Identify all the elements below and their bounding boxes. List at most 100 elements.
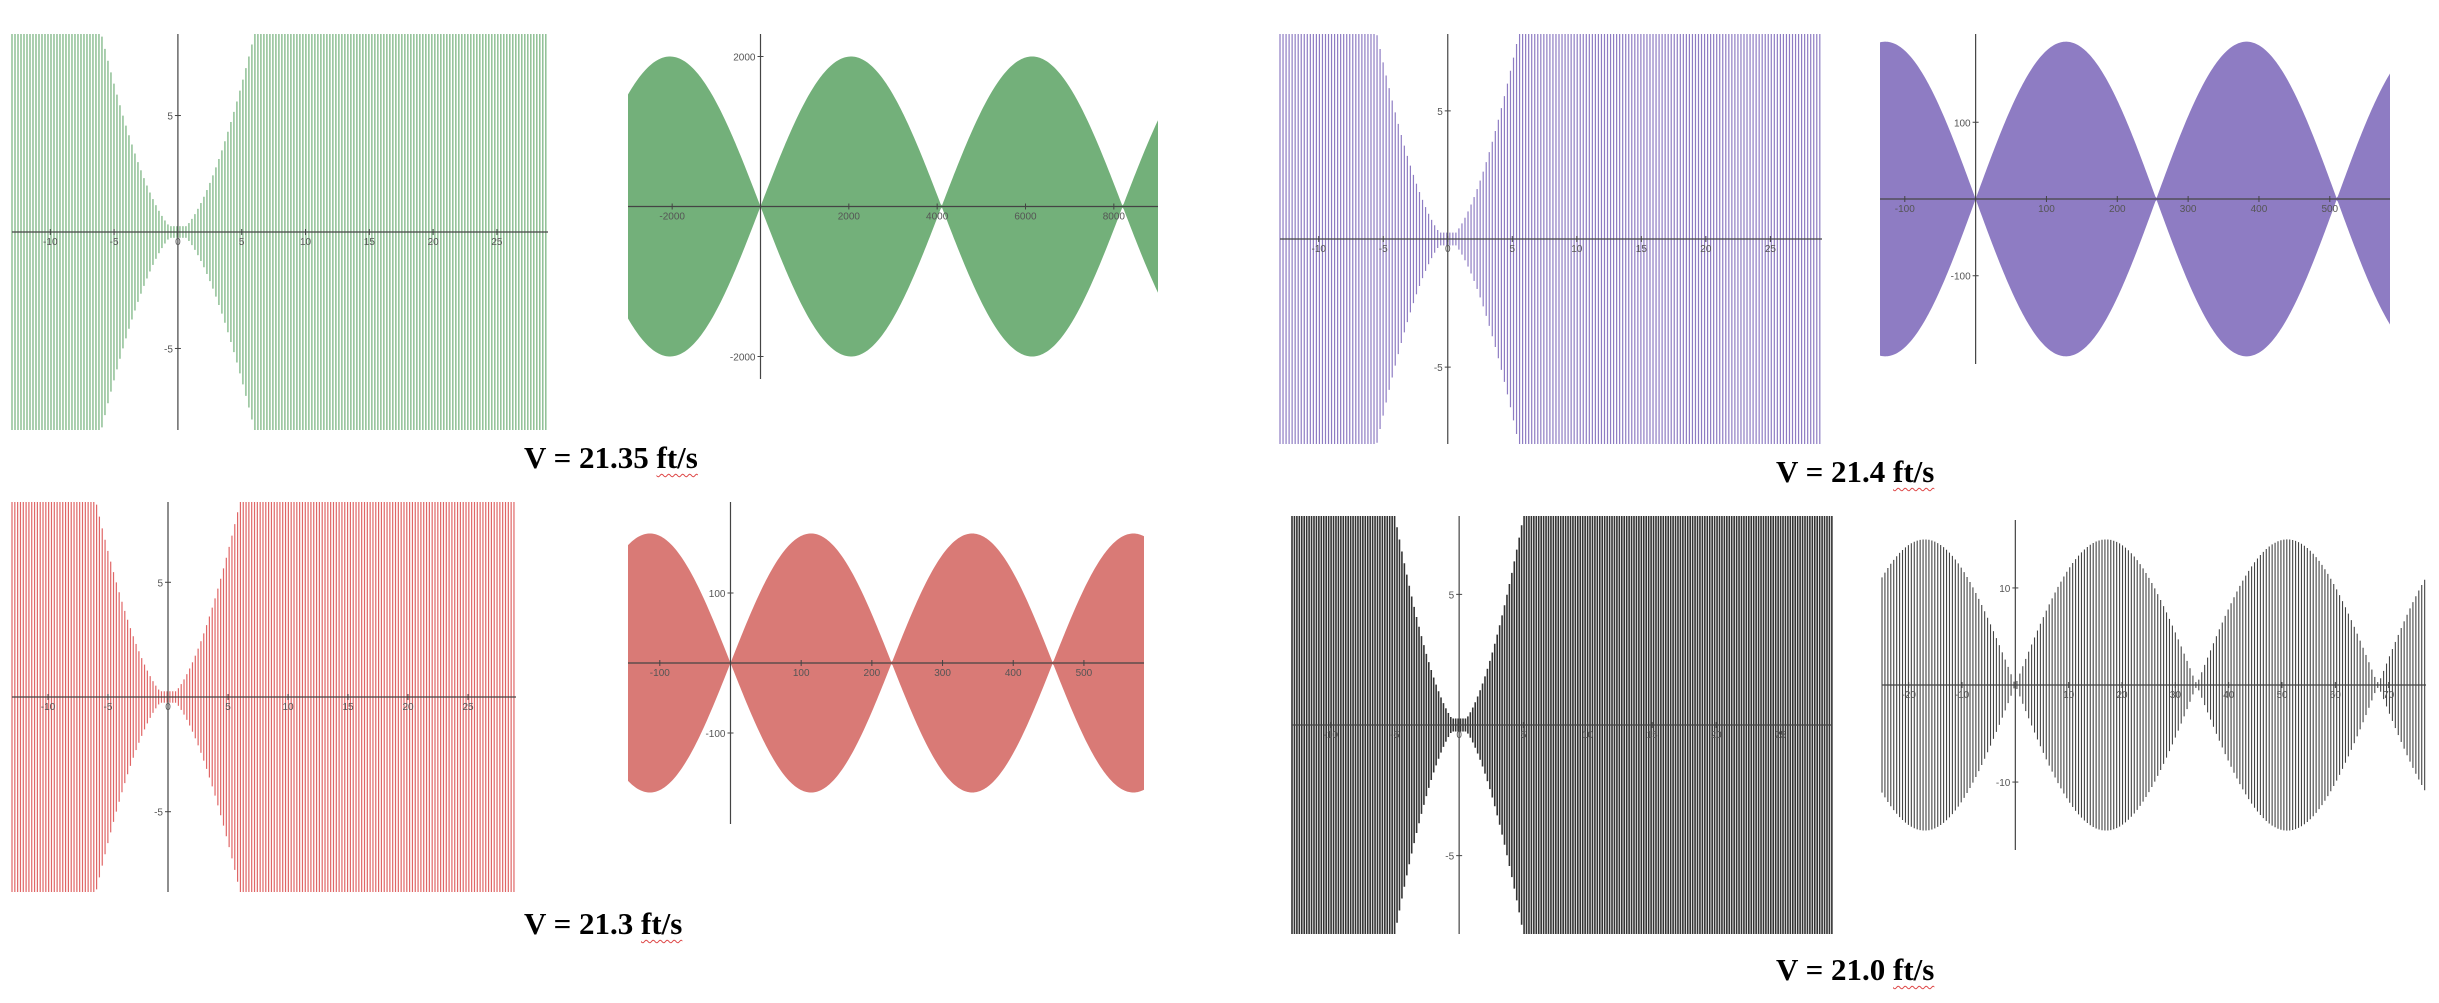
x-tick-label: -10 [1955,690,1970,701]
x-tick-label: 400 [2251,204,2268,215]
chart-7-lines-gray: -10 -5 0 5 10 15 20 25 5 -5 [1291,516,1833,934]
x-tick-label: 20 [2116,690,2128,701]
x-tick-label: 300 [2180,204,2197,215]
x-tick-label: 0 [1445,244,1451,255]
y-tick-label: -2000 [730,353,756,364]
x-tick-label: 50 [2276,690,2288,701]
y-tick-label: 100 [709,589,726,600]
y-tick-label: -5 [1434,363,1443,374]
chart-3-lines-purple: -10 -5 0 5 10 15 20 25 5 -5 [1279,34,1822,444]
caption-unit: ft/s [1893,454,1935,489]
x-tick-label: -5 [1379,244,1388,255]
axes: -10 -5 0 5 10 15 20 25 5 -5 [1292,516,1832,934]
x-tick-label: 5 [239,237,245,248]
x-tick-label: -5 [104,702,113,713]
y-tick-label: -5 [154,808,163,819]
x-tick-label: 5 [225,702,231,713]
x-tick-label: 15 [364,237,376,248]
caption-v-21-35: V = 21.35 ft/s [524,440,698,476]
x-tick-label: 20 [1711,730,1723,741]
x-tick-label: -100 [1895,204,1915,215]
x-tick-label: 25 [462,702,474,713]
x-tick-label: 0 [1456,730,1462,741]
axes: -10 -5 0 5 10 15 20 25 5 -5 [1280,34,1822,444]
caption-v-21-4: V = 21.4 ft/s [1776,454,1934,490]
x-tick-label: 100 [793,668,810,679]
caption-v-21-0: V = 21.0 ft/s [1776,952,1934,988]
x-tick-label: 10 [1571,244,1583,255]
caption-value: V = 21.3 [524,906,641,941]
x-tick-label: -5 [1390,730,1399,741]
chart-5-lines-red: -10 -5 0 5 10 15 20 25 5 -5 [11,502,516,892]
chart-2-area-green: -2000 2000 4000 6000 8000 2000 -2000 [628,34,1158,379]
x-tick-label: 70 [2383,690,2395,701]
y-tick-label: 2000 [733,53,756,64]
x-tick-label: -10 [1311,244,1326,255]
y-tick-label: -10 [1996,778,2011,789]
x-tick-label: 100 [2038,204,2055,215]
chart-1-lines-green: -10 -5 0 5 10 15 20 25 -5 5 [11,34,548,430]
y-tick-label: -100 [1951,272,1971,283]
x-tick-label: 400 [1005,668,1022,679]
x-tick-label: 10 [300,237,312,248]
x-tick-label: -10 [1323,730,1338,741]
x-tick-label: 4000 [926,212,949,223]
chart-6-area-red: -100 100 200 300 400 500 100 -100 [628,502,1144,824]
x-tick-label: 2000 [838,212,861,223]
axes: -20 -10 10 20 30 40 50 60 70 10 -10 [1882,520,2426,850]
chart-4-area-purple: -100 100 200 300 400 500 100 -100 [1880,34,2390,364]
caption-value: V = 21.4 [1776,454,1893,489]
x-tick-label: 0 [175,237,181,248]
x-tick-label: 15 [1646,730,1658,741]
y-tick-label: -100 [705,729,725,740]
axes: -100 100 200 300 400 500 100 -100 [1880,34,2390,364]
x-tick-label: -20 [1901,690,1916,701]
y-tick-label: 5 [1449,590,1455,601]
y-tick-label: -5 [1445,852,1454,863]
chart-8-area-gray: -20 -10 10 20 30 40 50 60 70 10 -10 [1881,520,2426,850]
y-tick-label: 5 [167,112,173,123]
x-tick-label: 25 [491,237,503,248]
y-tick-label: 5 [157,578,163,589]
y-tick-label: 10 [1999,584,2011,595]
x-tick-label: 10 [2063,690,2075,701]
axes: -10 -5 0 5 10 15 20 25 -5 5 [12,34,548,430]
x-tick-label: 500 [2321,204,2338,215]
caption-unit: ft/s [656,440,698,475]
x-tick-label: -2000 [659,212,685,223]
x-tick-label: 500 [1076,668,1093,679]
y-tick-label: -5 [164,344,173,355]
x-tick-label: 25 [1765,244,1777,255]
x-tick-label: -5 [110,237,119,248]
caption-value: V = 21.0 [1776,952,1893,987]
caption-unit: ft/s [1893,952,1935,987]
axes: -10 -5 0 5 10 15 20 25 5 -5 [12,502,516,892]
x-tick-label: 30 [2170,690,2182,701]
caption-unit: ft/s [641,906,683,941]
x-tick-label: 5 [1521,730,1527,741]
x-tick-label: 8000 [1103,212,1126,223]
caption-v-21-3: V = 21.3 ft/s [524,906,682,942]
axes: -2000 2000 4000 6000 8000 2000 -2000 [628,34,1158,379]
x-tick-label: 20 [428,237,440,248]
x-tick-label: 200 [2109,204,2126,215]
x-tick-label: 60 [2330,690,2342,701]
y-tick-label: 100 [1954,118,1971,129]
x-tick-label: -10 [43,237,58,248]
axes: -100 100 200 300 400 500 100 -100 [628,502,1144,824]
x-tick-label: 25 [1775,730,1787,741]
x-tick-label: -10 [41,702,56,713]
x-tick-label: 15 [342,702,354,713]
x-tick-label: 10 [1582,730,1594,741]
y-tick-label: 5 [1437,107,1443,118]
x-tick-label: -100 [650,668,670,679]
x-tick-label: 15 [1636,244,1648,255]
x-tick-label: 200 [864,668,881,679]
x-tick-label: 5 [1510,244,1516,255]
x-tick-label: 20 [402,702,414,713]
x-tick-label: 0 [165,702,171,713]
x-tick-label: 10 [282,702,294,713]
x-tick-label: 20 [1700,244,1712,255]
x-tick-label: 40 [2223,690,2235,701]
x-tick-label: 6000 [1014,212,1037,223]
